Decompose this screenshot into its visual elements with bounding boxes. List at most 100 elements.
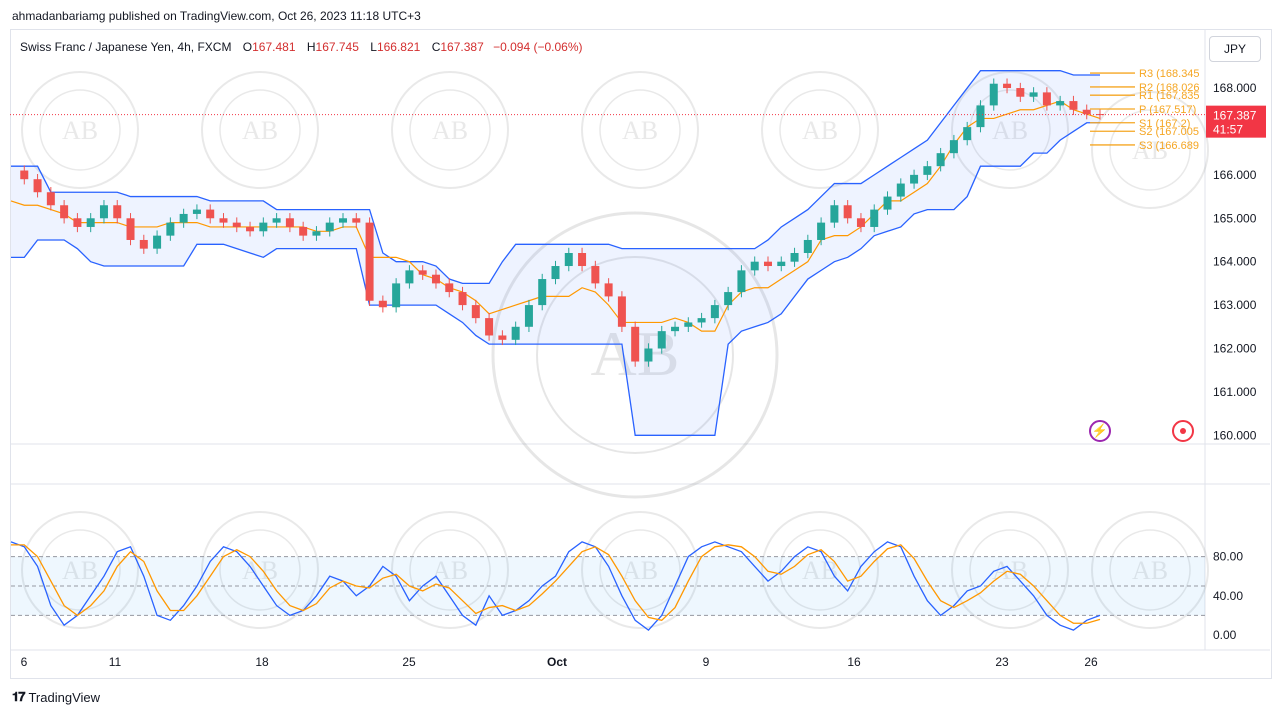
time-tick-label: 6 — [21, 655, 28, 669]
price-tick-label: 162.000 — [1213, 342, 1257, 356]
time-tick-label: Oct — [547, 655, 567, 669]
candle-body — [60, 205, 69, 219]
watermark-emblem-icon: AB — [761, 71, 879, 189]
open-label: O — [242, 40, 253, 54]
oscillator-tick-label: 0.00 — [1213, 628, 1237, 642]
candle-body — [299, 226, 308, 236]
candle-body — [219, 218, 228, 223]
candle-body — [192, 209, 201, 214]
candle-body — [312, 231, 321, 236]
footer-logo[interactable]: 𝟏𝟕 TradingView — [12, 689, 100, 705]
candle-body — [910, 174, 919, 184]
footer-logo-text: TradingView — [28, 689, 101, 705]
watermark-emblem-icon: AB — [951, 511, 1069, 629]
pivot-label: S2 (167.005 — [1139, 126, 1199, 138]
time-tick-label: 18 — [255, 655, 269, 669]
candle-body — [431, 274, 440, 284]
candle-body — [179, 213, 188, 223]
candle-body — [644, 348, 653, 362]
oscillator-tick-label: 40.00 — [1213, 589, 1243, 603]
price-tick-label: 168.000 — [1213, 81, 1257, 95]
change-value: −0.094 (−0.06%) — [493, 40, 583, 54]
candle-body — [1082, 109, 1091, 115]
low-value: 166.821 — [376, 40, 421, 54]
upper-channel-line — [11, 70, 1100, 285]
svg-text:AB: AB — [62, 556, 98, 585]
candle-body — [113, 205, 122, 219]
watermark-emblem-icon: AB — [761, 511, 879, 629]
candle-body — [498, 335, 507, 340]
candle-body — [671, 326, 680, 332]
candle-body — [1042, 92, 1051, 106]
lightning-icon[interactable]: ⚡ — [1089, 420, 1111, 442]
candle-body — [657, 331, 666, 349]
candle-body — [1029, 92, 1038, 97]
candle-body — [471, 305, 480, 319]
candle-body — [697, 318, 706, 323]
watermark-emblem-icon: AB — [1091, 511, 1209, 629]
candle-body — [153, 235, 162, 249]
candle-body — [99, 205, 108, 219]
candle-body — [883, 196, 892, 210]
candle-body — [989, 83, 998, 106]
candle-body — [1016, 88, 1025, 97]
candle-body — [856, 218, 865, 227]
pivot-label: R2 (168.026 — [1139, 82, 1200, 94]
candle-body — [246, 226, 255, 232]
candle-body — [20, 170, 29, 180]
svg-text:AB: AB — [802, 116, 838, 145]
stoch-k-line — [10, 541, 1101, 631]
symbol-title[interactable]: Swiss Franc / Japanese Yen, 4h, FXCM — [20, 40, 232, 54]
candle-body — [166, 222, 175, 236]
oscillator-tick-label: 80.00 — [1213, 550, 1243, 564]
candle-body — [963, 127, 972, 141]
high-value: 167.745 — [315, 40, 359, 54]
candle-body — [538, 279, 547, 306]
candle-body — [73, 218, 82, 227]
candle-body — [33, 179, 42, 193]
watermark-emblem-icon: AB — [581, 71, 699, 189]
candle-body — [817, 222, 826, 240]
price-tick-label: 163.000 — [1213, 298, 1257, 312]
candle-body — [259, 222, 268, 232]
candle-body — [365, 222, 374, 301]
candle-body — [524, 305, 533, 327]
candle-body — [604, 283, 613, 297]
currency-button[interactable]: JPY — [1209, 36, 1261, 62]
lower-channel-line — [11, 122, 1100, 436]
watermark-emblem-icon: AB — [391, 71, 509, 189]
candle-body — [1069, 101, 1078, 110]
svg-text:AB: AB — [992, 116, 1028, 145]
candle-body — [684, 322, 693, 327]
price-tick-label: 164.000 — [1213, 255, 1257, 269]
time-tick-label: 11 — [109, 655, 122, 669]
candle-body — [1003, 83, 1012, 89]
pivot-label: R1 (167.835 — [1139, 90, 1200, 102]
svg-text:AB: AB — [62, 116, 98, 145]
candle-body — [325, 222, 334, 232]
candle-body — [139, 239, 148, 249]
candle-body — [126, 218, 135, 240]
target-icon[interactable] — [1172, 420, 1194, 442]
chart-frame — [10, 29, 1272, 679]
price-tick-label: 161.000 — [1213, 385, 1257, 399]
low-label: L — [370, 40, 377, 54]
candle-body — [830, 205, 839, 223]
symbol-legend: Swiss Franc / Japanese Yen, 4h, FXCM O16… — [20, 40, 583, 54]
open-value: 167.481 — [252, 40, 296, 54]
candle-body — [418, 270, 427, 275]
candle-body — [405, 270, 414, 284]
price-tick-label: 165.000 — [1213, 211, 1257, 225]
svg-text:AB: AB — [622, 116, 658, 145]
candle-body — [896, 183, 905, 197]
svg-text:AB: AB — [802, 556, 838, 585]
candle-body — [936, 153, 945, 167]
tradingview-logo-icon: 𝟏𝟕 — [12, 689, 26, 704]
time-tick-label: 16 — [847, 655, 861, 669]
svg-text:AB: AB — [242, 116, 278, 145]
candle-body — [803, 239, 812, 253]
candle-body — [843, 205, 852, 219]
candle-body — [551, 266, 560, 280]
watermark-emblem-icon: AB — [581, 511, 699, 629]
